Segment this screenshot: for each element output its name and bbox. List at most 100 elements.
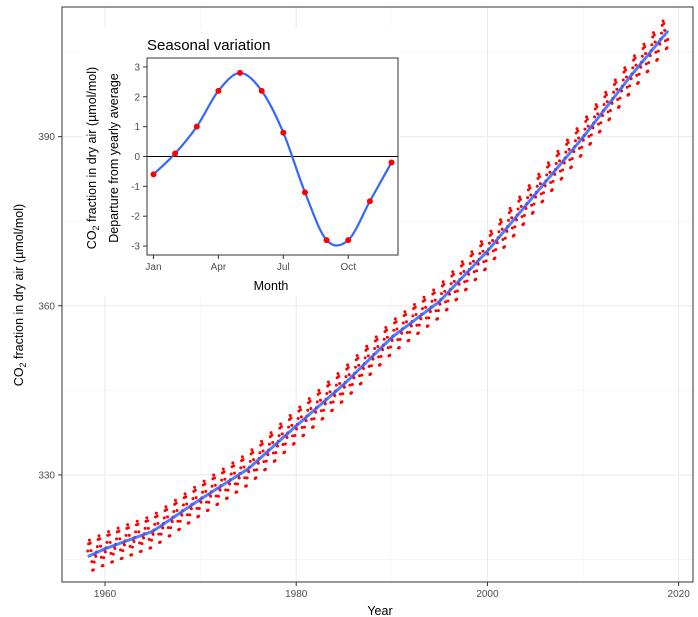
main-data-point — [126, 523, 130, 527]
main-data-point — [122, 543, 126, 547]
main-data-point — [576, 129, 580, 133]
main-data-point — [260, 442, 264, 446]
main-data-point — [117, 529, 121, 533]
main-data-point — [568, 158, 572, 162]
main-data-point — [128, 544, 132, 548]
main-data-point — [157, 532, 161, 536]
main-data-point — [280, 432, 284, 436]
main-data-point — [597, 122, 601, 126]
main-data-point — [584, 119, 588, 123]
main-data-point — [628, 84, 632, 88]
main-data-point — [461, 262, 465, 266]
main-data-point — [264, 459, 268, 463]
main-data-point — [292, 441, 296, 445]
main-data-point — [231, 461, 235, 465]
main-data-point — [512, 233, 516, 237]
main-data-point — [334, 383, 338, 387]
main-data-point — [299, 408, 303, 412]
main-data-point — [401, 321, 405, 325]
inset-y-axis-title-line1: CO2 fraction in dry air (µmol/mol) — [85, 67, 101, 249]
main-data-point — [271, 451, 275, 455]
main-panel-border — [61, 6, 694, 583]
main-data-point — [87, 538, 91, 542]
main-data-point — [154, 511, 158, 515]
main-data-point — [97, 534, 101, 538]
main-data-point — [185, 502, 189, 506]
main-data-point — [271, 440, 275, 444]
main-data-point — [569, 165, 573, 169]
main-data-point — [207, 500, 211, 504]
main-y-tick-label: 330 — [38, 470, 55, 481]
main-data-point — [616, 98, 620, 102]
inset-data-point — [193, 123, 200, 130]
main-data-point — [627, 92, 631, 96]
main-data-point — [258, 451, 262, 455]
main-data-point — [646, 69, 650, 73]
main-data-point — [405, 330, 409, 334]
main-data-point — [199, 500, 203, 504]
main-data-point — [386, 346, 390, 350]
main-data-point — [153, 522, 157, 526]
inset-background — [82, 28, 400, 296]
main-data-point — [527, 184, 531, 188]
main-data-point — [251, 450, 255, 454]
main-data-point — [118, 548, 122, 552]
main-data-point — [287, 425, 291, 429]
main-data-point — [150, 538, 154, 542]
main-data-point — [205, 500, 209, 504]
main-data-point — [107, 533, 111, 537]
main-data-point — [103, 550, 107, 554]
main-data-point — [480, 242, 484, 246]
inset-y-axis: -3 -2 -1 0 1 2 3 — [131, 62, 147, 253]
main-data-point — [214, 494, 218, 498]
main-data-point — [644, 62, 648, 66]
main-data-point — [360, 373, 364, 377]
main-data-point — [354, 365, 358, 369]
main-data-point — [216, 494, 220, 498]
main-data-point — [393, 317, 397, 321]
main-data-point — [655, 57, 659, 61]
main-data-point — [631, 66, 635, 70]
main-data-point — [365, 347, 369, 351]
main-data-point — [459, 272, 463, 276]
main-data-point — [355, 354, 359, 358]
main-data-point — [146, 526, 150, 530]
main-data-point — [126, 526, 130, 530]
main-data-point — [478, 251, 482, 255]
main-data-point — [427, 316, 431, 320]
main-data-point — [412, 302, 416, 306]
main-data-point — [575, 127, 579, 131]
main-data-point — [168, 534, 172, 538]
main-data-point — [348, 383, 352, 387]
main-data-point — [594, 103, 598, 107]
main-data-point — [397, 345, 401, 349]
main-data-point — [155, 514, 159, 518]
main-data-point — [145, 516, 149, 520]
main-data-point — [173, 498, 177, 502]
main-data-point — [388, 353, 392, 357]
main-data-point — [374, 335, 378, 339]
main-data-point — [308, 399, 312, 403]
main-data-point — [500, 227, 504, 231]
main-data-point — [165, 515, 169, 519]
inset-y-axis-title-suffix: fraction in dry air (µmol/mol) — [85, 67, 99, 226]
inset-y-tick-label: 2 — [134, 92, 140, 103]
main-data-point — [522, 214, 526, 218]
main-data-point — [438, 302, 442, 306]
main-data-point — [291, 434, 295, 438]
main-data-point — [481, 249, 485, 253]
main-data-point — [204, 489, 208, 493]
main-data-point — [433, 298, 437, 302]
main-data-point — [203, 482, 207, 486]
main-data-point — [347, 373, 351, 377]
main-data-point — [226, 488, 230, 492]
main-data-point — [315, 400, 319, 404]
main-data-point — [274, 451, 278, 455]
main-data-point — [395, 327, 399, 331]
main-data-point — [187, 521, 191, 525]
main-data-point — [407, 338, 411, 342]
main-data-point — [663, 39, 667, 43]
main-data-point — [88, 541, 92, 545]
main-data-point — [254, 476, 258, 480]
main-data-point — [378, 363, 382, 367]
